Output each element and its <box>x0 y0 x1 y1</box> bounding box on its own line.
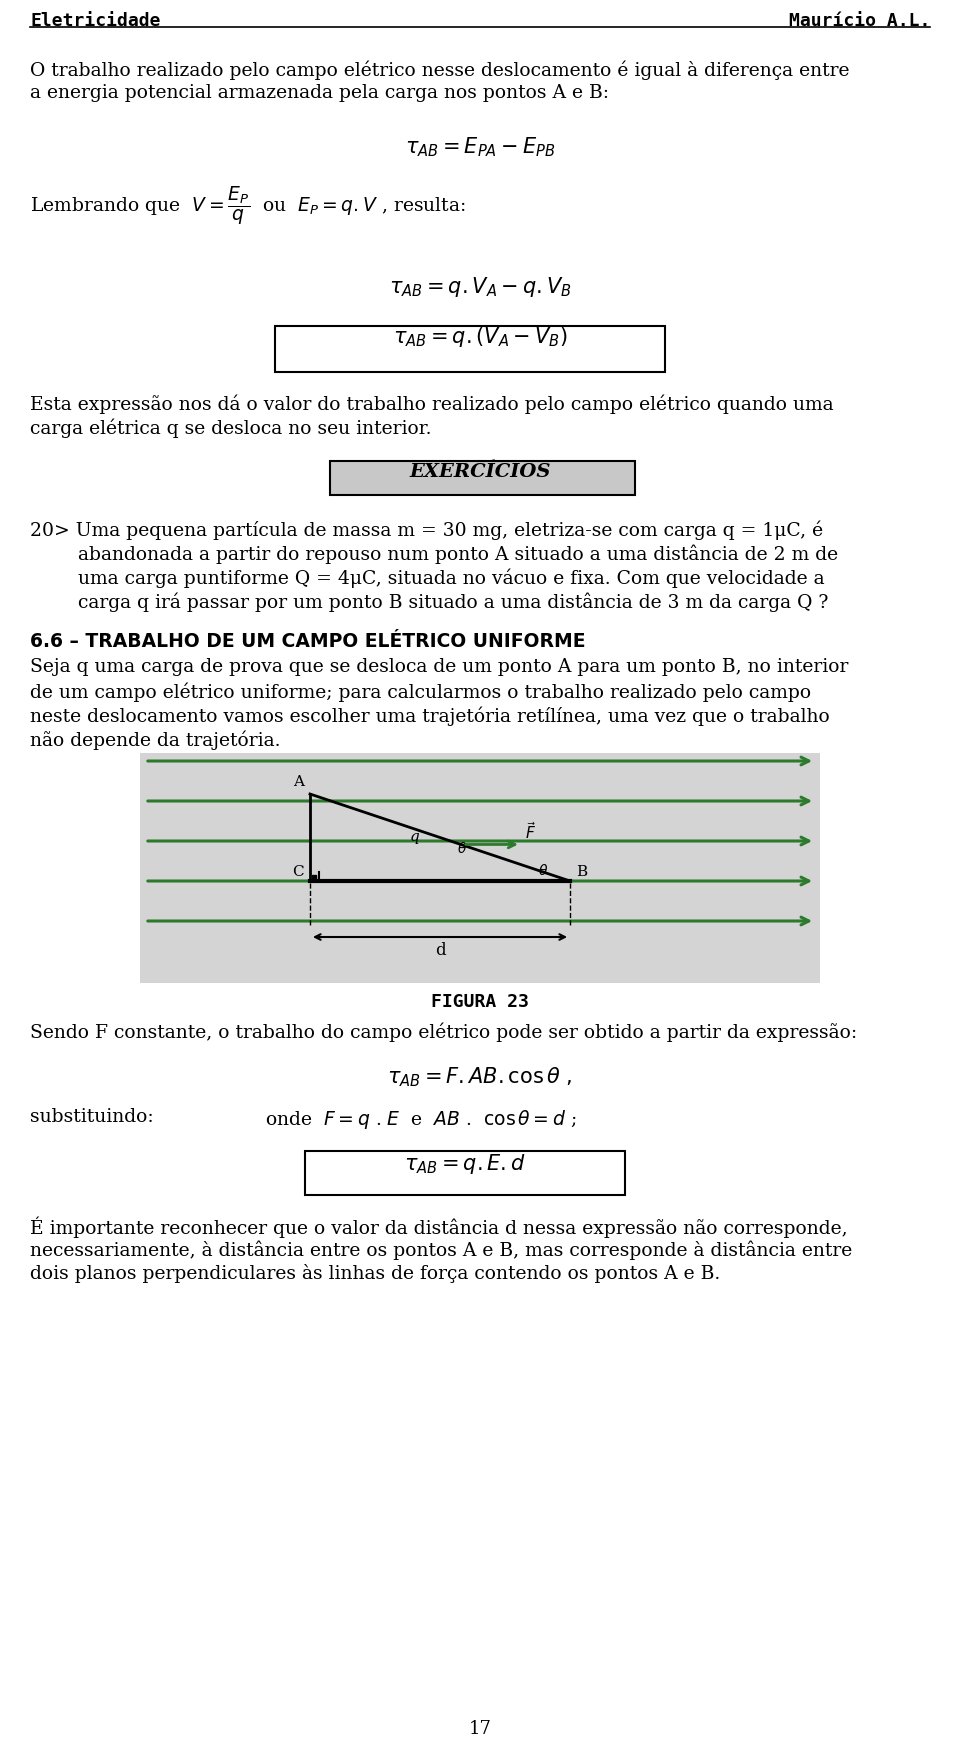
Text: $\tau _{AB} = E_{PA} - E_{PB}$: $\tau _{AB} = E_{PA} - E_{PB}$ <box>405 135 555 158</box>
Text: q: q <box>409 830 419 844</box>
Text: $\tau _{AB} = F.AB.\cos\theta$ ,: $\tau _{AB} = F.AB.\cos\theta$ , <box>387 1064 573 1088</box>
Text: EXERCÍCIOS: EXERCÍCIOS <box>409 463 551 481</box>
Text: substituindo:: substituindo: <box>30 1107 154 1125</box>
Text: carga elétrica q se desloca no seu interior.: carga elétrica q se desloca no seu inter… <box>30 419 431 439</box>
Text: $\theta$: $\theta$ <box>538 862 548 878</box>
Bar <box>140 753 820 983</box>
Text: 20> Uma pequena partícula de massa m = 30 mg, eletriza-se com carga q = 1μC, é: 20> Uma pequena partícula de massa m = 3… <box>30 519 823 539</box>
Text: Sendo F constante, o trabalho do campo elétrico pode ser obtido a partir da expr: Sendo F constante, o trabalho do campo e… <box>30 1021 857 1041</box>
Text: A: A <box>293 774 304 788</box>
Text: não depende da trajetória.: não depende da trajetória. <box>30 730 280 749</box>
Text: 6.6 – TRABALHO DE UM CAMPO ELÉTRICO UNIFORME: 6.6 – TRABALHO DE UM CAMPO ELÉTRICO UNIF… <box>30 632 586 651</box>
Bar <box>275 326 665 372</box>
Text: O trabalho realizado pelo campo elétrico nesse deslocamento é igual à diferença : O trabalho realizado pelo campo elétrico… <box>30 60 850 79</box>
Text: 17: 17 <box>468 1718 492 1737</box>
Text: É importante reconhecer que o valor da distância d nessa expressão não correspon: É importante reconhecer que o valor da d… <box>30 1214 848 1237</box>
Text: abandonada a partir do repouso num ponto A situado a uma distância de 2 m de: abandonada a partir do repouso num ponto… <box>48 544 838 563</box>
Text: carga q irá passar por um ponto B situado a uma distância de 3 m da carga Q ?: carga q irá passar por um ponto B situad… <box>48 591 828 611</box>
Bar <box>305 1151 625 1195</box>
Text: Lembrando que  $V = \dfrac{E_{P}}{q}$  ou  $E_{P} = q.V$ , resulta:: Lembrando que $V = \dfrac{E_{P}}{q}$ ou … <box>30 184 466 226</box>
Text: C: C <box>293 865 304 879</box>
Text: a energia potencial armazenada pela carga nos pontos A e B:: a energia potencial armazenada pela carg… <box>30 84 609 102</box>
Text: onde  $F = q$ . $E$  e  $AB$ .  $\cos\theta = d$ ;: onde $F = q$ . $E$ e $AB$ . $\cos\theta … <box>265 1107 577 1130</box>
Text: $\tau _{AB} = q.E.d$: $\tau _{AB} = q.E.d$ <box>404 1151 526 1176</box>
Text: uma carga puntiforme Q = 4μC, situada no vácuo e fixa. Com que velocidade a: uma carga puntiforme Q = 4μC, situada no… <box>48 567 825 588</box>
Text: $\tau _{AB} = q.\left(V_A - V_B\right)$: $\tau _{AB} = q.\left(V_A - V_B\right)$ <box>393 325 567 349</box>
Text: Maurício A.L.: Maurício A.L. <box>788 12 930 30</box>
Text: $\vec{F}$: $\vec{F}$ <box>525 821 536 842</box>
Text: dois planos perpendiculares às linhas de força contendo os pontos A e B.: dois planos perpendiculares às linhas de… <box>30 1264 720 1283</box>
Text: Eletricidade: Eletricidade <box>30 12 160 30</box>
Text: Esta expressão nos dá o valor do trabalho realizado pelo campo elétrico quando u: Esta expressão nos dá o valor do trabalh… <box>30 395 833 414</box>
Bar <box>330 462 635 495</box>
Text: d: d <box>435 941 445 958</box>
Text: Seja q uma carga de prova que se desloca de um ponto A para um ponto B, no inter: Seja q uma carga de prova que se desloca… <box>30 658 849 676</box>
Text: $\tau _{AB} = q.V_A - q.V_B$: $\tau _{AB} = q.V_A - q.V_B$ <box>389 276 571 298</box>
Text: neste deslocamento vamos escolher uma trajetória retílínea, uma vez que o trabal: neste deslocamento vamos escolher uma tr… <box>30 706 829 725</box>
Text: $\theta$: $\theta$ <box>457 841 468 855</box>
Text: FIGURA 23: FIGURA 23 <box>431 992 529 1011</box>
Text: necessariamente, à distância entre os pontos A e B, mas corresponde à distância : necessariamente, à distância entre os po… <box>30 1239 852 1258</box>
Text: B: B <box>576 865 588 879</box>
Text: de um campo elétrico uniforme; para calcularmos o trabalho realizado pelo campo: de um campo elétrico uniforme; para calc… <box>30 681 811 700</box>
